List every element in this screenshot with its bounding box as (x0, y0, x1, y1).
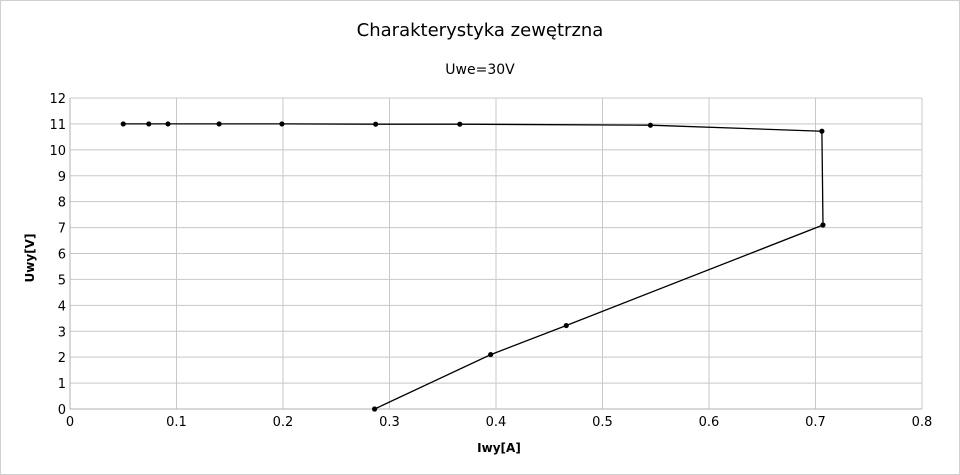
data-point-0 (120, 121, 126, 127)
y-tick-label: 12 (49, 92, 66, 107)
x-tick-label: 0.3 (379, 415, 400, 430)
x-tick-label: 0.1 (166, 415, 187, 430)
data-point-3 (216, 121, 222, 127)
grid-lines (69, 97, 923, 410)
y-tick-label: 11 (49, 118, 66, 133)
data-point-12 (371, 406, 378, 412)
series-line (123, 123, 824, 410)
data-point-11 (488, 351, 494, 358)
series-group (120, 121, 826, 412)
data-point-5 (373, 121, 379, 127)
x-axis-label: Iwy[A] (477, 441, 521, 455)
x-tick-label: 0.4 (486, 415, 507, 430)
y-tick-label: 7 (58, 222, 66, 237)
y-tick-label: 3 (58, 325, 66, 340)
data-point-10 (563, 322, 569, 329)
y-tick-label: 9 (58, 170, 66, 185)
x-tick-label: 0.2 (273, 415, 294, 430)
chart-title: Charakterystyka zewętrzna (357, 20, 604, 41)
data-point-9 (820, 222, 826, 228)
x-axis-ticks: 0 0.1 0.2 0.3 0.4 0.5 0.6 0.7 0.8 (66, 415, 932, 430)
x-tick-label: 0.6 (699, 415, 720, 430)
y-tick-label: 8 (58, 196, 66, 211)
data-point-4 (279, 121, 285, 127)
y-tick-label: 0 (58, 403, 66, 418)
y-tick-label: 1 (58, 377, 66, 392)
data-point-6 (457, 121, 463, 127)
chart-subtitle: Uwe=30V (445, 62, 515, 78)
x-tick-label: 0.7 (805, 415, 826, 430)
data-point-7 (647, 122, 654, 128)
x-tick-label: 0 (66, 415, 74, 430)
y-tick-label: 5 (58, 273, 66, 288)
x-tick-label: 0.8 (912, 415, 933, 430)
y-tick-label: 10 (49, 144, 66, 159)
data-point-1 (146, 121, 152, 127)
y-tick-label: 4 (58, 299, 66, 314)
data-point-8 (819, 128, 825, 134)
x-tick-label: 0.5 (592, 415, 613, 430)
y-tick-label: 2 (58, 351, 66, 366)
y-tick-label: 6 (58, 248, 66, 263)
y-axis-label: Uwy[V] (23, 234, 37, 283)
data-point-2 (165, 121, 171, 127)
